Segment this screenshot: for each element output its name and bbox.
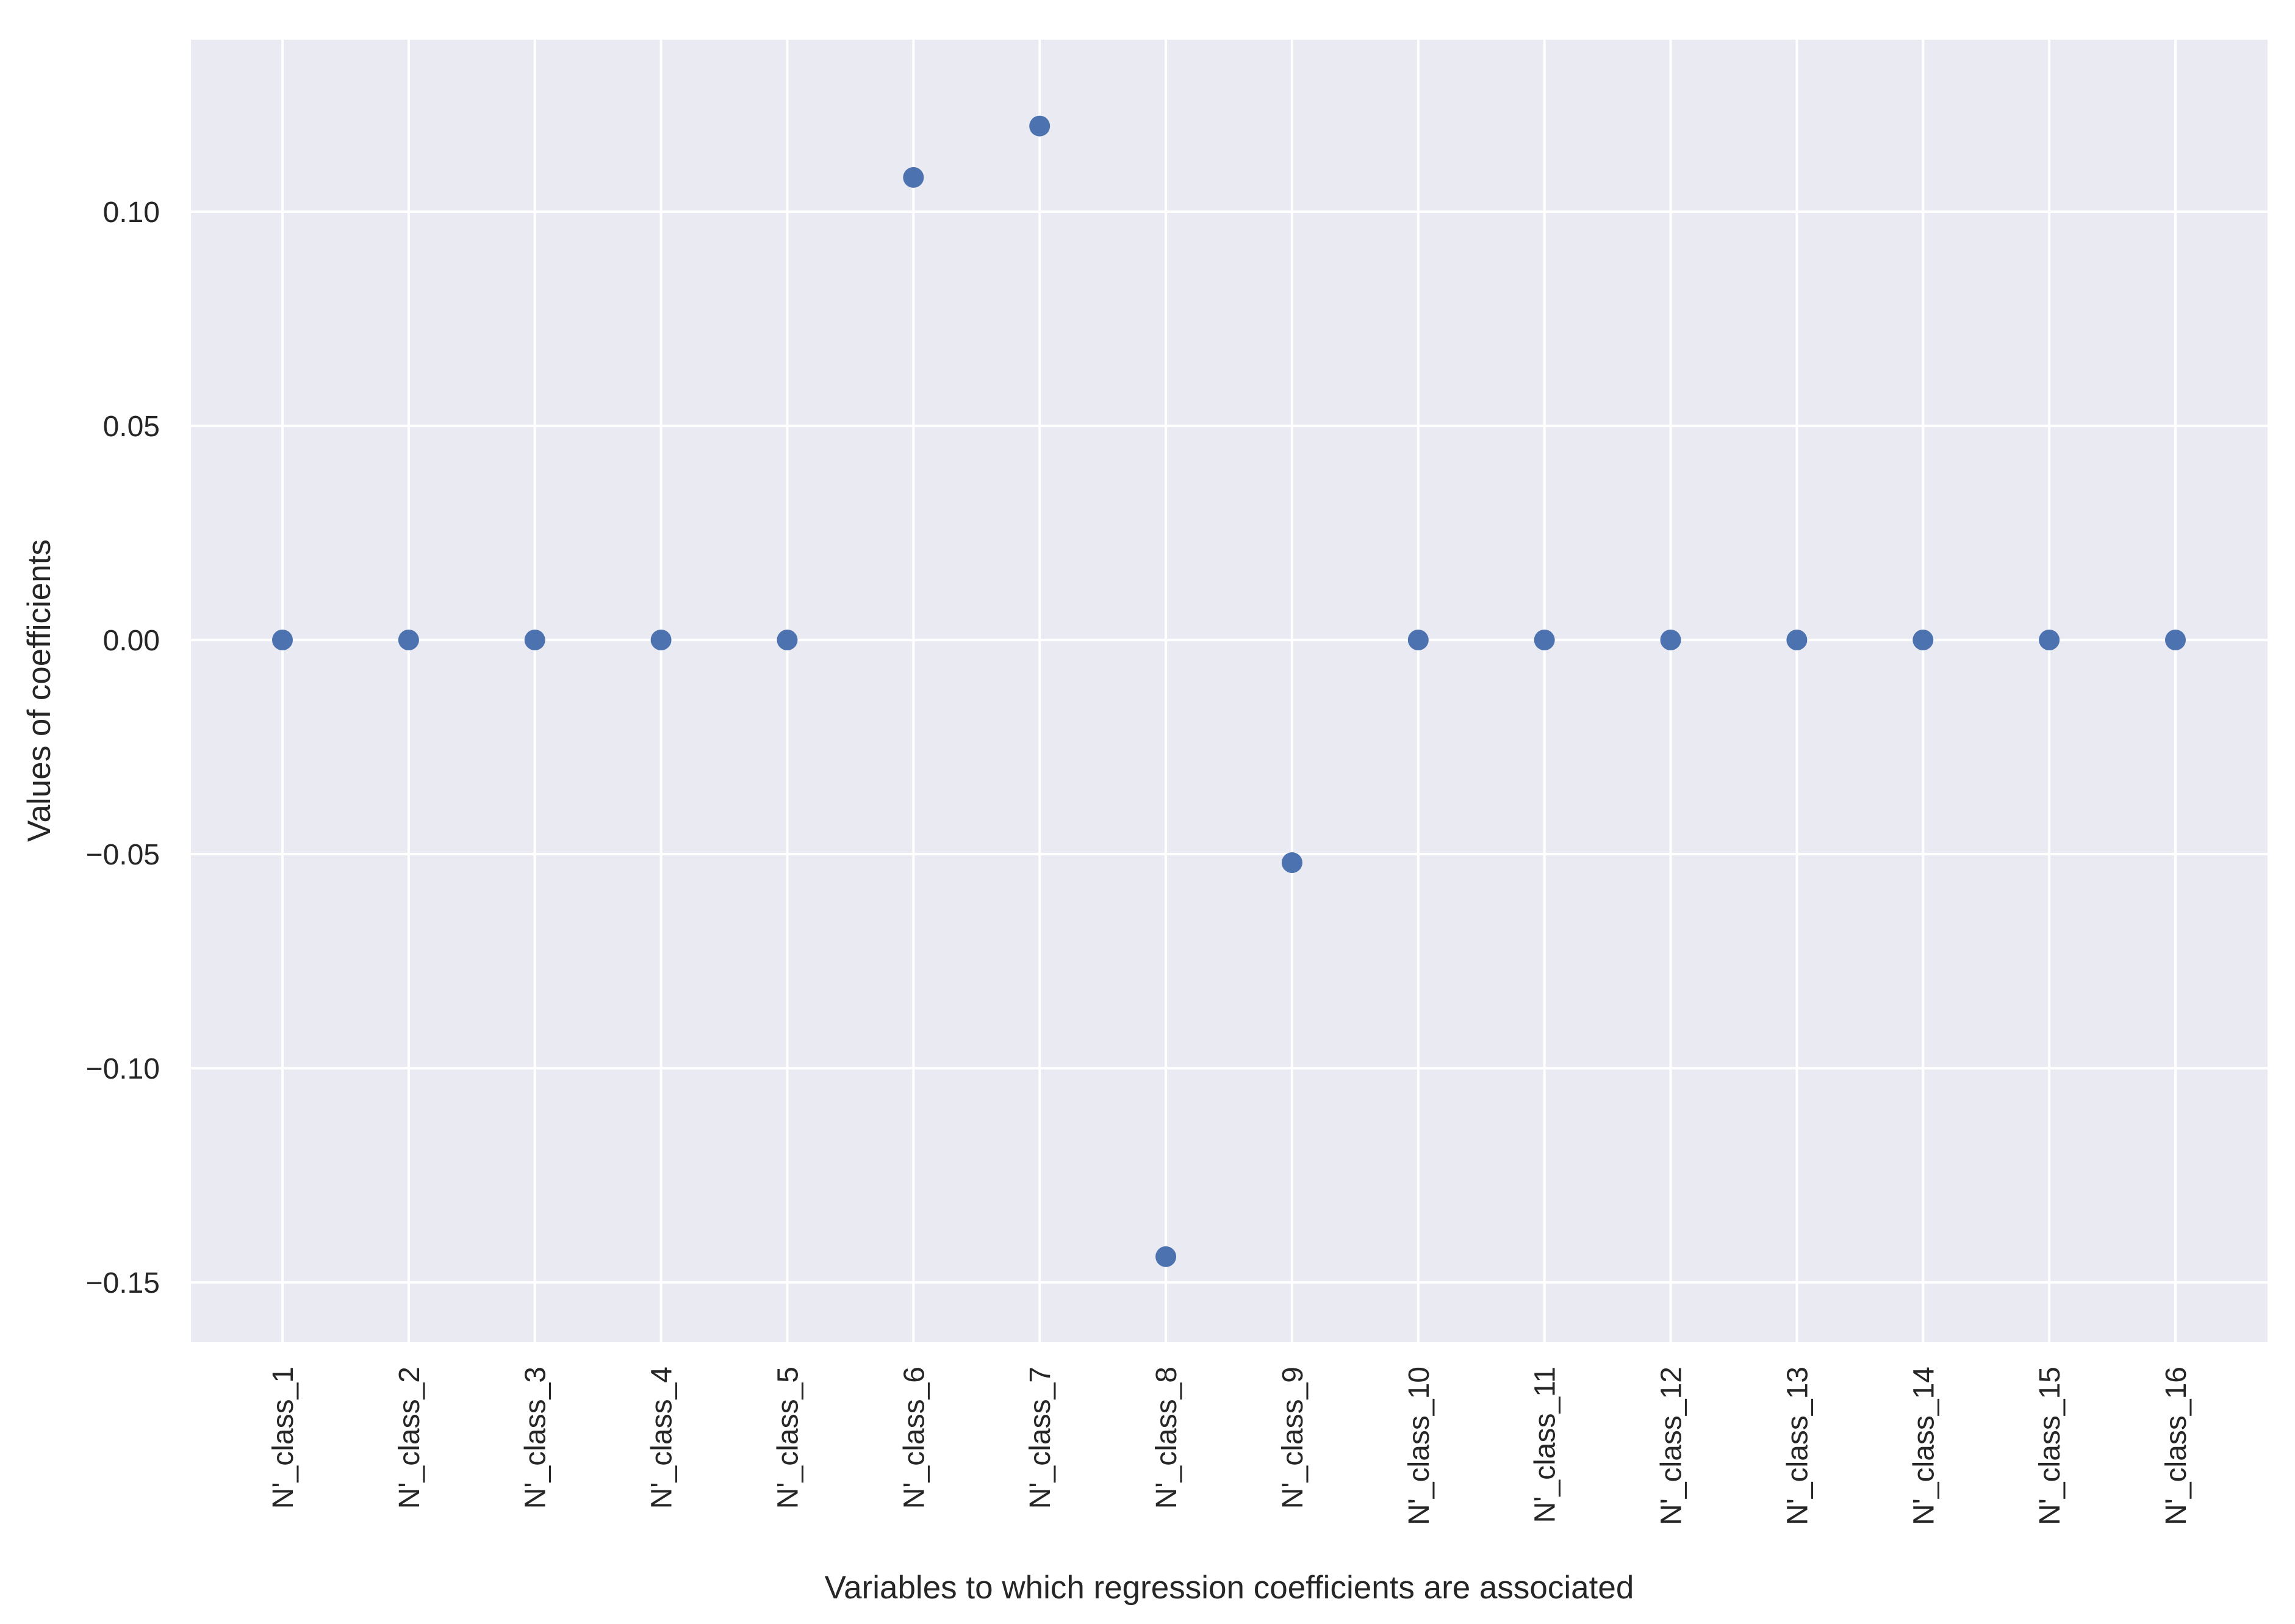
x-tick-label: N'_class_4 <box>646 1367 678 1509</box>
x-axis-label: Variables to which regression coefficien… <box>825 1570 1634 1606</box>
data-point <box>272 630 293 650</box>
y-tick-label: 0.10 <box>103 196 160 229</box>
data-point <box>903 167 924 188</box>
y-tick-label: −0.15 <box>86 1267 160 1299</box>
y-tick-label: −0.05 <box>86 839 160 871</box>
x-tick-label: N'_class_9 <box>1277 1367 1309 1509</box>
x-tick-label: N'_class_5 <box>772 1367 804 1509</box>
x-tick-label: N'_class_3 <box>520 1367 552 1509</box>
plot-area <box>191 40 2268 1342</box>
y-axis-label: Values of coefficients <box>21 539 57 842</box>
data-point <box>2165 630 2186 650</box>
data-point <box>1660 630 1681 650</box>
y-tick-label: −0.10 <box>86 1053 160 1085</box>
data-point <box>1912 630 1934 650</box>
data-point <box>777 630 798 650</box>
x-tick-labels: N'_class_1 N'_class_2 N'_class_3 N'_class_4… <box>267 1367 2193 1525</box>
x-tick-label: N'_class_12 <box>1656 1367 1688 1525</box>
data-point <box>1407 630 1429 650</box>
data-point <box>1155 1246 1177 1267</box>
x-tick-label: N'_class_1 <box>267 1367 300 1509</box>
x-tick-label: N'_class_10 <box>1403 1367 1435 1525</box>
data-point <box>650 630 672 650</box>
data-points <box>272 115 2186 1267</box>
data-point <box>2039 630 2060 650</box>
data-point <box>398 630 419 650</box>
y-tick-label: 0.00 <box>103 625 160 657</box>
data-point <box>1029 115 1051 137</box>
data-point <box>524 630 545 650</box>
x-tick-label: N'_class_16 <box>2160 1367 2193 1525</box>
x-tick-label: N'_class_11 <box>1529 1367 1562 1523</box>
x-tick-label: N'_class_8 <box>1151 1367 1183 1509</box>
y-tick-labels: 0.10 0.05 0.00 −0.05 −0.10 −0.15 <box>86 196 160 1299</box>
x-tick-label: N'_class_14 <box>1908 1367 1940 1525</box>
x-tick-label: N'_class_6 <box>898 1367 930 1509</box>
x-tick-label: N'_class_7 <box>1024 1367 1057 1509</box>
x-gridlines <box>281 40 2177 1342</box>
x-tick-label: N'_class_13 <box>1781 1367 1814 1525</box>
data-point <box>1534 630 1555 650</box>
x-tick-label: N'_class_2 <box>393 1367 426 1509</box>
x-tick-label: N'_class_15 <box>2034 1367 2066 1525</box>
data-point <box>1281 852 1302 874</box>
data-point <box>1786 630 1808 650</box>
y-tick-label: 0.05 <box>103 411 160 443</box>
